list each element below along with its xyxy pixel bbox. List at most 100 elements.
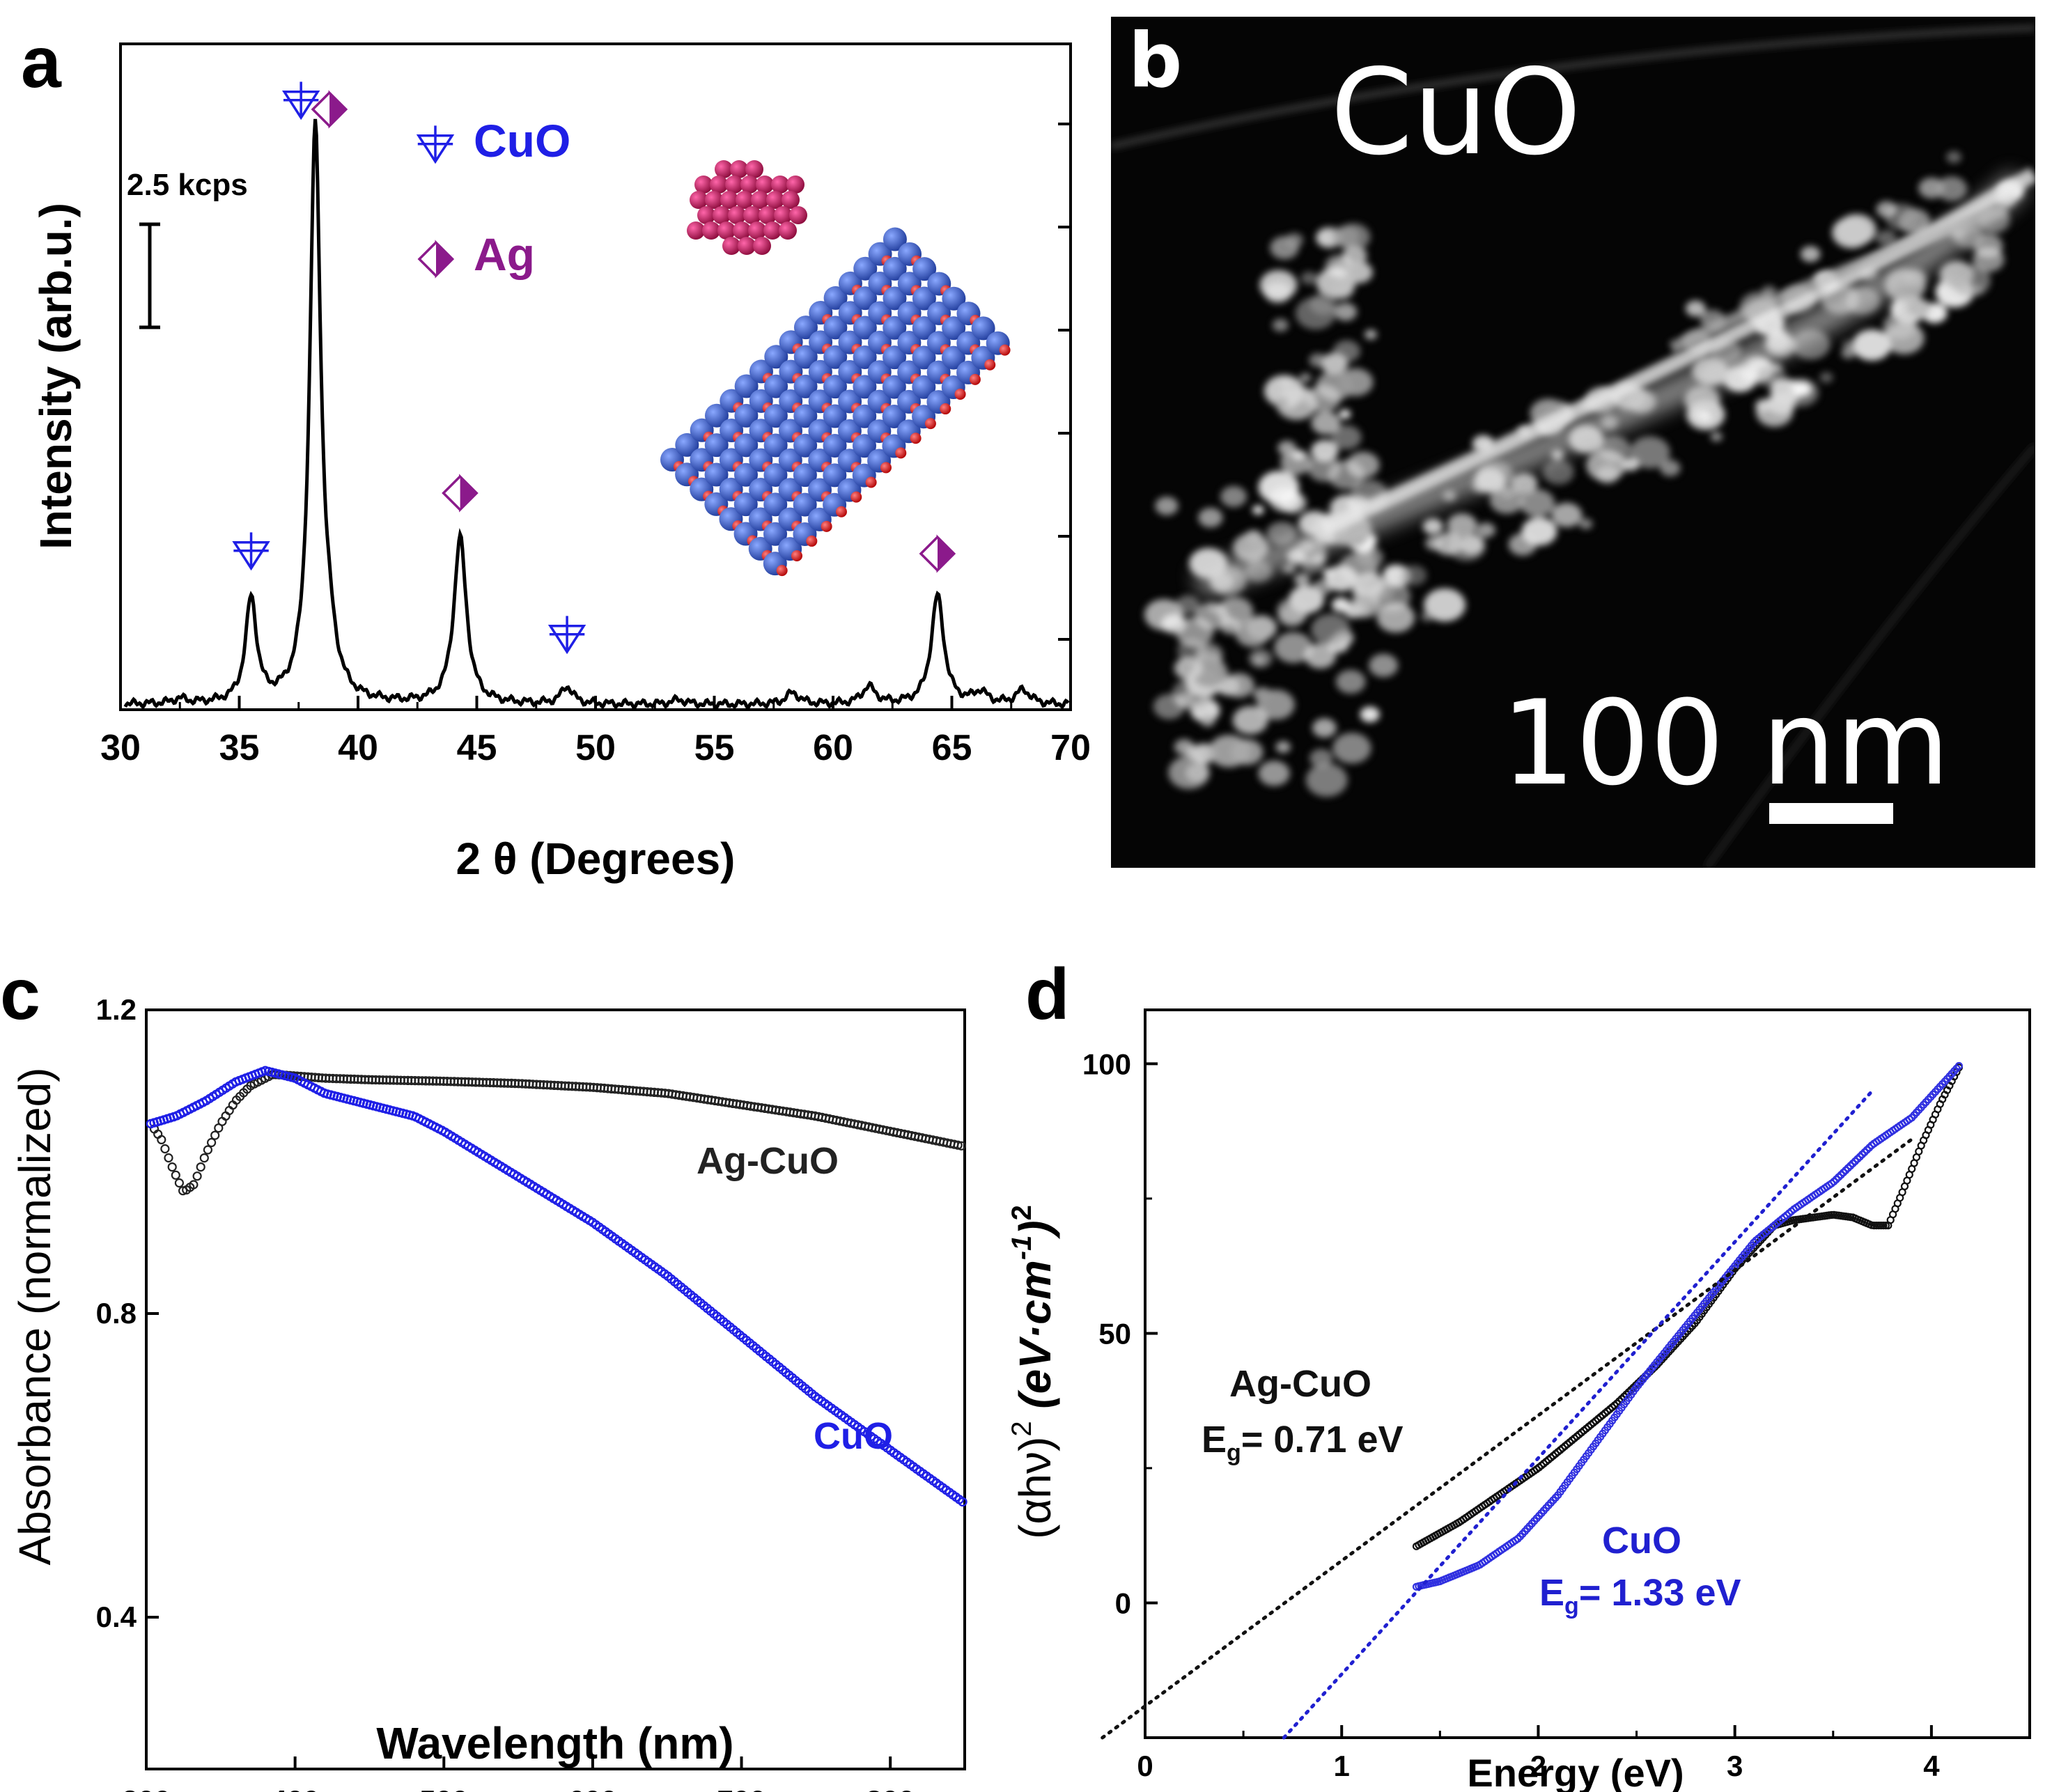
filled-half [435,240,455,279]
data-point [164,1153,173,1163]
tem-particle [1339,410,1351,419]
tem-particle [1274,632,1313,663]
oxygen-atom [940,403,951,415]
copper-atom [823,463,847,488]
tem-particle [1353,572,1385,598]
panel-c-absorbance-chart: c 300 400 500 600 700 800 0.4 0.8 1.2 Ag-CuO CuO… [0,954,967,1792]
half-diamond-icon [417,240,455,279]
tem-nanostructure [1111,24,2035,868]
half-diamond-icon [442,474,479,513]
copper-atom [823,315,848,340]
x-tick-label: 600 [568,1784,617,1792]
silver-atom [725,176,743,194]
tem-particle [1311,411,1341,435]
copper-atom [763,433,788,458]
data-point [958,1497,967,1507]
oxygen-atom [835,506,847,517]
tem-particle [1324,565,1358,592]
panel-a-xrd-chart: a 30 35 40 45 50 55 60 65 70 2.5 kcps CuO Ag 2 θ… [21,22,1091,884]
oxygen-atom [806,535,818,547]
tem-particle [1369,653,1399,678]
x-tick-label: 500 [419,1784,468,1792]
copper-atom [823,404,847,428]
panel-d-label-agcuo: Ag-CuO [1229,1363,1371,1405]
tem-particle [1906,298,1931,318]
tem-particle [1299,373,1312,383]
silver-atom [771,176,789,194]
eg-letter: E [1202,1419,1227,1460]
tem-particle [1277,440,1296,455]
oxygen-atom [776,565,788,577]
y-tick-label: 50 [1098,1317,1131,1350]
tem-particle [1155,497,1179,515]
silver-atom [745,160,763,178]
triangle-cross-icon [232,532,270,571]
tem-particle [1174,657,1203,680]
data-point [192,1171,202,1181]
copper-atom [675,433,699,457]
tem-particle [1521,517,1557,546]
panel-d-plot-frame [1144,1008,2031,1739]
copper-atom [912,315,936,340]
tem-particle [1332,733,1371,764]
x-tick-label: 45 [457,728,497,768]
tem-particle [1252,505,1264,515]
tem-particle [1350,602,1369,618]
tem-particle [1292,450,1305,460]
tem-particle [1433,532,1463,556]
oxygen-atom [910,433,922,444]
x-tick-label: 2 [1530,1750,1546,1782]
tem-particle [1168,756,1210,789]
tem-particle [1489,486,1524,514]
tem-particle [1280,492,1307,514]
copper-atom [793,463,817,488]
copper-atom [793,433,818,458]
tem-particle [1401,565,1427,586]
panel-d-series-cuo [1412,1061,1963,1591]
crystal-structure-inset [660,160,1011,577]
half-diamond-icon [919,534,956,573]
tem-particle [1876,230,1897,247]
data-point [203,1145,212,1155]
tem-particle [1800,246,1821,263]
tem-particle [1334,302,1358,321]
tem-particle [1300,271,1318,285]
copper-atom [823,433,847,458]
copper-atom [912,375,936,399]
silver-atom [789,206,807,224]
triangle-cross-icon [416,125,455,164]
tem-particle [1274,397,1289,409]
panel-d-eg-agcuo: Eg= 0.71 eV [1202,1419,1404,1466]
silver-atom [766,191,784,209]
tem-particle [1253,687,1272,702]
copper-atom [883,286,907,311]
x-tick-label: 700 [717,1784,766,1792]
x-tick-label: 0 [1137,1750,1153,1782]
silver-atom [756,176,774,194]
copper-atom [853,256,878,281]
oxygen-atom [999,344,1011,356]
outline-half [417,241,437,277]
tem-particle [1275,387,1318,420]
panel-a-scale-bar [139,222,160,329]
panel-c-label-agcuo: Ag-CuO [697,1140,839,1182]
tem-particle [1245,615,1277,641]
data-point [956,1141,966,1151]
copper-atom [882,375,906,399]
tem-particle [1220,485,1247,508]
silver-atom [702,221,720,240]
silver-atom [697,206,715,224]
eg-subscript: g [1227,1440,1241,1466]
copper-atom [852,434,876,458]
copper-atom [942,316,966,341]
panel-a-y-axis-title: Intensity (arb.u.) [31,203,81,550]
panel-a-x-axis: 30 35 40 45 50 55 60 65 70 [100,696,1091,768]
tem-particle [1253,655,1265,665]
silver-atom [736,191,754,209]
tem-particle [1876,201,1897,218]
panel-b-tem-image: b CuO 100 nm [1111,17,2035,868]
copper-atom [793,345,818,369]
data-point [160,1144,170,1154]
panel-c-series-cuo [146,1066,967,1507]
data-point [953,1140,963,1150]
